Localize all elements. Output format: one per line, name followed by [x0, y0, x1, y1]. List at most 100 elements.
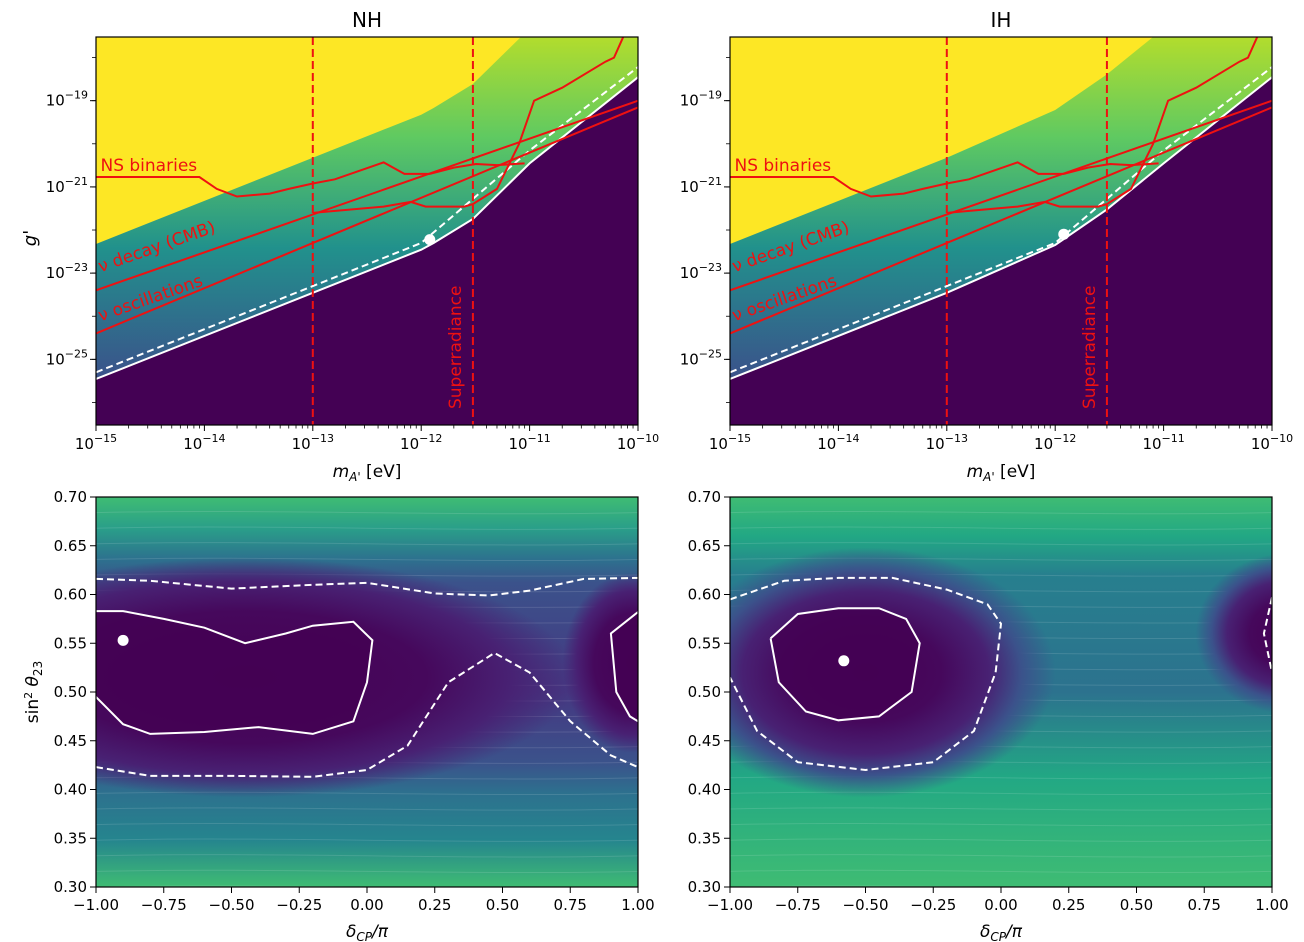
- y-tick-label: 0.70: [54, 488, 87, 506]
- boundary-dashed: [730, 66, 1272, 374]
- contour-band: [730, 526, 1272, 530]
- contour-band: [730, 838, 1272, 842]
- contour-band: [96, 854, 638, 858]
- contour-solid-0: [96, 610, 374, 735]
- constraint-3: [312, 37, 625, 214]
- contour-dashed-0: [96, 576, 638, 597]
- contour-solid-1: [609, 611, 638, 723]
- x-tick-label: 0.25: [1052, 896, 1085, 914]
- contour-band: [96, 807, 638, 811]
- constraint-0: [730, 161, 1159, 198]
- x-tick-label: −0.50: [843, 896, 889, 914]
- x-tick-label: 10−10: [617, 432, 659, 453]
- contour-band: [730, 822, 1272, 827]
- contour-band: [730, 885, 1272, 887]
- y-tick-label: 0.50: [688, 683, 721, 701]
- ns-binaries-label: NS binaries: [734, 156, 831, 176]
- panel-bottom-0: −1.00 −0.75 −0.50 −0.25 0.00 0.25 0.50 0.75 1.00…: [22, 488, 655, 942]
- contour-band: [96, 557, 638, 562]
- contour-band: [730, 497, 1272, 499]
- contour-band: [730, 854, 1272, 858]
- y-tick-label: 10−25: [680, 347, 722, 368]
- x-tick-label: 10−12: [400, 432, 442, 453]
- x-tick-label: 10−14: [817, 432, 859, 453]
- contour-dashed-0: [730, 576, 1003, 772]
- y-axis-label: g': [20, 230, 41, 246]
- superradiance-label: Superradiance: [1080, 286, 1100, 409]
- contour-dashed-1: [1262, 597, 1272, 673]
- x-tick-label: −1.00: [73, 896, 119, 914]
- y-tick-label: 0.60: [54, 586, 87, 604]
- constraint-2: [730, 106, 1272, 335]
- y-tick-label: 10−23: [46, 261, 88, 282]
- y-tick-label: 10−21: [46, 175, 88, 196]
- x-tick-label: −0.25: [276, 896, 322, 914]
- plot-area: [730, 497, 1272, 887]
- contour-band: [96, 542, 638, 546]
- plot-area: [730, 37, 1272, 425]
- contour-band: [96, 885, 638, 887]
- x-axis-label: δCP/π: [980, 922, 1023, 942]
- x-tick-label: −0.75: [141, 896, 187, 914]
- y-tick-label: 0.30: [688, 878, 721, 896]
- best-fit-point: [117, 634, 129, 646]
- y-tick-label: 0.70: [688, 488, 721, 506]
- panel-title: NH: [352, 8, 382, 32]
- constraint-1: [730, 99, 1272, 292]
- panel-title: IH: [991, 8, 1012, 32]
- x-tick-label: 10−11: [508, 432, 550, 453]
- allowed-region: [96, 77, 638, 425]
- x-tick-label: 0.50: [1120, 896, 1153, 914]
- x-tick-label: 0.25: [418, 896, 451, 914]
- superradiance-label: Superradiance: [446, 286, 466, 409]
- contour-solid-0: [769, 607, 921, 722]
- constraint-2: [96, 106, 638, 335]
- axes-frame: [729, 36, 1273, 426]
- contour-band: [96, 822, 638, 827]
- y-tick-label: 0.35: [688, 829, 721, 847]
- boundary-dashed: [96, 66, 638, 374]
- x-axis-label: mA' [eV]: [333, 462, 402, 484]
- y-tick-label: 0.30: [54, 878, 87, 896]
- y-tick-label: 0.35: [54, 829, 87, 847]
- y-tick-label: 0.55: [688, 634, 721, 652]
- plot-area: [96, 497, 638, 887]
- contour-band: [730, 510, 1272, 515]
- min-region-0: [96, 611, 373, 734]
- contour-band: [96, 510, 638, 515]
- x-tick-label: 0.75: [1188, 896, 1221, 914]
- y-tick-label: 0.55: [54, 634, 87, 652]
- x-tick-label: 10−12: [1034, 432, 1076, 453]
- x-tick-label: 0.75: [554, 896, 587, 914]
- boundary-solid: [730, 76, 1272, 380]
- axes-frame: [95, 36, 639, 426]
- x-tick-label: 10−14: [183, 432, 225, 453]
- contour-band: [96, 838, 638, 842]
- x-tick-label: 10−13: [292, 432, 334, 453]
- x-tick-label: −1.00: [707, 896, 753, 914]
- ns-binaries-label: NS binaries: [100, 156, 197, 176]
- constraint-3: [946, 37, 1259, 214]
- x-tick-label: 0.00: [350, 896, 383, 914]
- contour-band: [730, 807, 1272, 811]
- contour-band: [730, 542, 1272, 546]
- best-fit-point: [1058, 228, 1070, 240]
- y-tick-label: 10−21: [680, 175, 722, 196]
- x-axis-label: δCP/π: [346, 922, 389, 942]
- y-axis-label: sin2 θ23: [22, 661, 45, 723]
- x-tick-label: 1.00: [1255, 896, 1288, 914]
- contour-band: [730, 869, 1272, 874]
- contour-band: [730, 791, 1272, 796]
- contour-band: [96, 869, 638, 874]
- contour-dashed-1: [96, 651, 638, 778]
- y-tick-label: 0.40: [54, 781, 87, 799]
- y-tick-label: 10−19: [46, 89, 88, 110]
- plot-area: [96, 37, 638, 425]
- y-tick-label: 0.65: [688, 537, 721, 555]
- chi2-well-1: [1195, 554, 1272, 713]
- y-tick-label: 10−19: [680, 89, 722, 110]
- y-tick-label: 10−25: [46, 347, 88, 368]
- y-tick-label: 0.60: [688, 586, 721, 604]
